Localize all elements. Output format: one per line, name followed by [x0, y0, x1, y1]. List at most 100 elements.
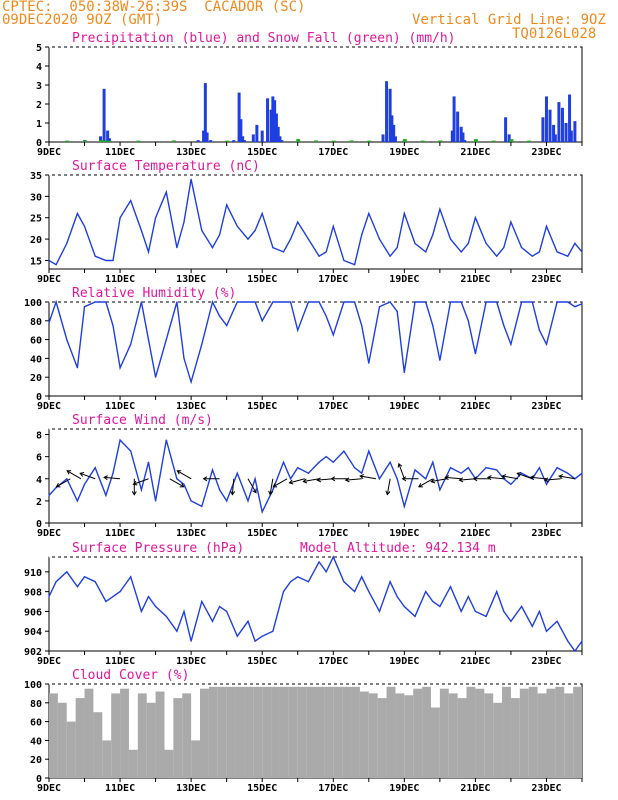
x-tick-label: 19DEC: [389, 401, 419, 412]
snow-bar: [331, 140, 336, 142]
data-point: [318, 561, 320, 563]
precip-bar: [269, 109, 273, 142]
precip-bar: [560, 107, 564, 142]
data-point: [325, 456, 327, 458]
panel-title: Surface Wind (m/s): [72, 413, 213, 428]
data-point: [218, 605, 221, 608]
panel-title: Surface Pressure (hPa): [72, 541, 244, 556]
data-point: [414, 242, 416, 244]
data-point: [140, 610, 142, 613]
data-point: [130, 343, 132, 345]
panel-1: [45, 174, 583, 273]
data-point: [190, 500, 192, 502]
data-point: [574, 650, 576, 652]
data-point: [55, 301, 57, 303]
wind-arrow: [459, 478, 476, 481]
data-point: [83, 225, 86, 227]
data-point: [343, 450, 345, 452]
data-point: [474, 610, 476, 613]
data-point: [94, 581, 96, 583]
data-point: [403, 371, 405, 374]
data-point: [460, 472, 462, 474]
data-point: [105, 259, 107, 262]
wind-arrow: [517, 472, 533, 480]
data-point: [545, 343, 548, 345]
data-point: [140, 229, 142, 232]
wind-arrow-head: [202, 476, 208, 482]
data-point: [66, 571, 68, 573]
data-point: [581, 251, 583, 253]
wind-arrow: [56, 478, 71, 488]
data-point: [297, 329, 299, 331]
precip-bar: [390, 115, 394, 142]
wind-arrow-head: [516, 472, 522, 477]
data-point: [325, 571, 327, 573]
wind-arrow-head: [316, 477, 322, 483]
x-tick-label: 11DEC: [105, 274, 135, 285]
x-tick-label: 15DEC: [247, 401, 277, 412]
precip-bar: [271, 96, 275, 142]
precip-bar: [459, 126, 463, 142]
data-point: [474, 353, 476, 355]
x-tick-label: 19DEC: [389, 656, 419, 667]
x-tick-label: 21DEC: [460, 656, 490, 667]
data-point: [76, 367, 79, 369]
precip-bar: [205, 132, 209, 142]
data-point: [155, 217, 157, 219]
data-point: [332, 556, 334, 558]
snow-bar: [83, 140, 88, 142]
y-tick-label: 4: [36, 62, 42, 73]
wind-arrow-head: [131, 491, 137, 496]
panel-title: Surface Temperature (nC): [72, 159, 260, 174]
x-tick-label: 9DEC: [37, 528, 61, 539]
data-point: [282, 461, 285, 463]
data-point: [425, 301, 427, 303]
data-point: [261, 511, 263, 513]
wind-arrow-head: [529, 475, 535, 481]
cloud-bar: [173, 698, 183, 778]
data-point: [496, 591, 498, 593]
data-point: [439, 208, 441, 210]
cloud-bar: [395, 693, 405, 778]
data-point: [55, 487, 57, 489]
wind-arrow: [231, 478, 235, 495]
data-point: [94, 467, 96, 469]
cloud-bar: [493, 702, 503, 778]
cloud-bar: [253, 686, 263, 778]
cloud-bar: [386, 686, 396, 778]
data-point: [76, 212, 79, 215]
data-point: [556, 301, 558, 303]
y-tick-label: 5: [36, 43, 42, 54]
data-point: [83, 306, 86, 308]
cloud-bar: [315, 686, 325, 778]
data-point: [510, 343, 512, 345]
cloud-bar: [306, 686, 316, 778]
cloud-bar: [271, 686, 280, 778]
data-point: [272, 301, 274, 303]
data-point: [396, 595, 398, 598]
data-point: [556, 251, 558, 253]
precip-bar: [99, 136, 103, 142]
panel-0: [45, 46, 583, 146]
precip-bar: [548, 109, 552, 142]
data-point: [396, 478, 398, 480]
data-point: [361, 324, 363, 327]
data-point: [155, 376, 157, 378]
precip-bar: [463, 140, 467, 142]
data-point: [467, 320, 469, 322]
data-point: [307, 301, 309, 303]
data-point: [332, 225, 334, 227]
wind-arrow-head: [418, 483, 423, 488]
cloud-bar: [84, 688, 94, 778]
data-point: [119, 439, 121, 441]
data-point: [353, 264, 356, 266]
data-point: [183, 221, 185, 223]
precip-bar: [202, 130, 206, 142]
data-point: [545, 225, 548, 227]
data-point: [83, 483, 86, 485]
wind-arrow-head: [55, 483, 61, 488]
data-point: [520, 301, 523, 303]
data-point: [503, 324, 505, 327]
data-point: [261, 320, 263, 322]
cloud-bar: [120, 688, 129, 778]
